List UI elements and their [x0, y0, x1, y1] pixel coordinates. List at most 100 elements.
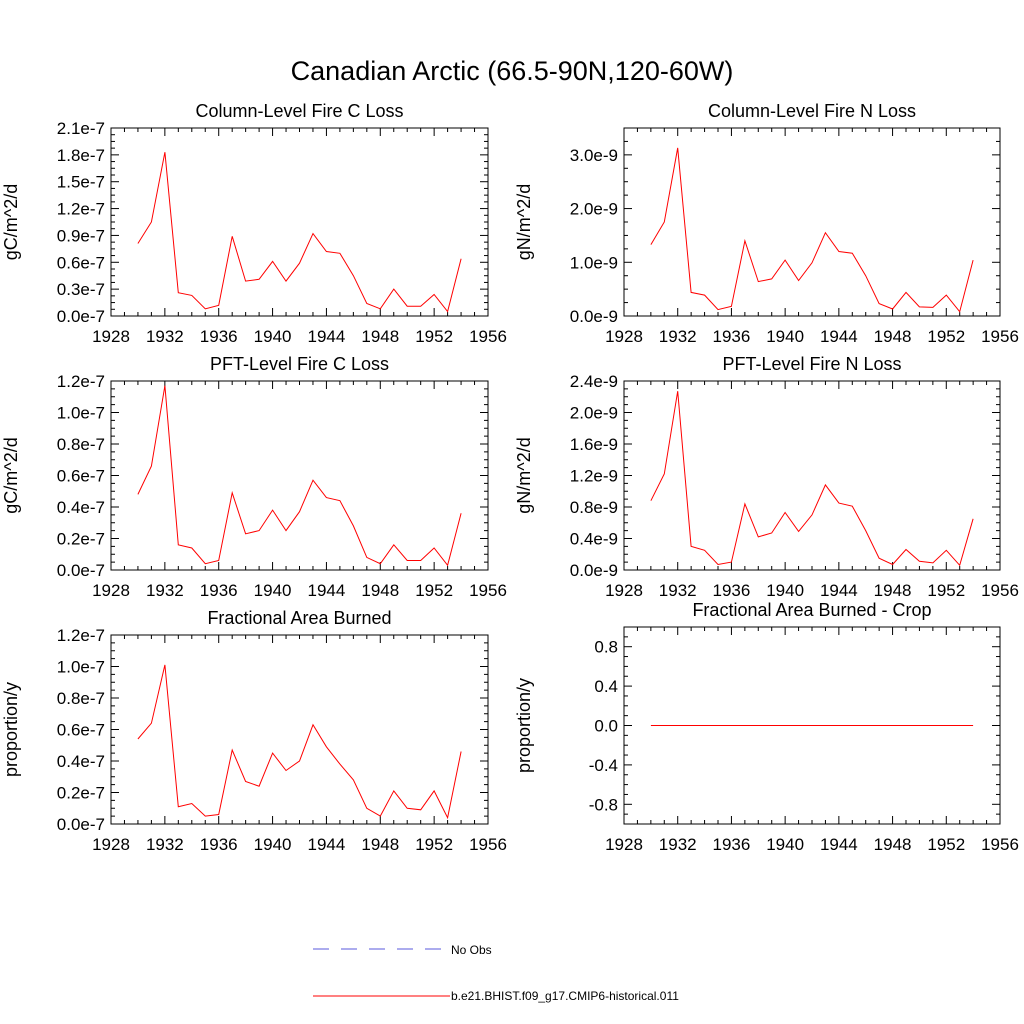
chart-panel-pft-level-fire-n-loss: PFT-Level Fire N Loss gN/m^2/d 1928 1932 193…	[514, 354, 1019, 600]
x-tick-label: 1940	[766, 581, 804, 600]
y-tick-label: 0.6e-7	[57, 721, 105, 740]
x-tick-label: 1948	[361, 581, 399, 600]
x-tick-label: 1948	[874, 581, 912, 600]
x-tick-label: 1944	[820, 581, 858, 600]
chart-panel-column-level-fire-c-loss: Column-Level Fire C Loss gC/m^2/d 1928 1932…	[1, 101, 507, 346]
y-tick-label: 2.1e-7	[57, 119, 105, 138]
x-tick-label: 1936	[713, 835, 751, 854]
x-tick-label: 1932	[659, 835, 697, 854]
y-tick-label: -0.4	[589, 756, 618, 775]
chart-panel-fractional-area-burned-crop: Fractional Area Burned - Crop proportion/…	[514, 600, 1019, 854]
panel-title: Column-Level Fire N Loss	[708, 101, 916, 121]
y-tick-label: 2.0e-9	[570, 200, 618, 219]
chart-panel-pft-level-fire-c-loss: PFT-Level Fire C Loss gC/m^2/d 1928 1932 193…	[1, 354, 507, 600]
legend-label-no-obs: No Obs	[451, 943, 492, 957]
series-line	[650, 391, 974, 567]
x-tick-label: 1956	[469, 327, 507, 346]
x-tick-label: 1952	[415, 327, 453, 346]
y-tick-label: 1.2e-7	[57, 200, 105, 219]
y-tick-label: 2.4e-9	[570, 372, 618, 391]
x-tick-label: 1948	[874, 835, 912, 854]
x-tick-label: 1928	[605, 327, 643, 346]
y-tick-label: 0.8e-7	[57, 689, 105, 708]
y-tick-label: 1.2e-7	[57, 626, 105, 645]
x-tick-label: 1944	[308, 835, 346, 854]
x-tick-label: 1932	[146, 327, 184, 346]
panel-title: PFT-Level Fire N Loss	[722, 354, 901, 374]
y-tick-label: 1.0e-9	[570, 253, 618, 272]
y-tick-label: 1.0e-7	[57, 658, 105, 677]
y-tick-label: 0.9e-7	[57, 226, 105, 245]
x-tick-label: 1936	[200, 581, 238, 600]
plot-frame	[623, 380, 1001, 571]
x-tick-label: 1936	[713, 327, 751, 346]
y-tick-label: 0.0e-7	[57, 815, 105, 834]
series-line	[137, 385, 462, 567]
y-tick-label: 1.5e-7	[57, 173, 105, 192]
x-tick-label: 1952	[927, 327, 965, 346]
x-tick-label: 1948	[361, 835, 399, 854]
x-tick-label: 1956	[469, 835, 507, 854]
y-tick-label: 3.0e-9	[570, 146, 618, 165]
plot-frame	[110, 634, 489, 825]
x-tick-label: 1928	[605, 835, 643, 854]
panel-title: PFT-Level Fire C Loss	[210, 354, 389, 374]
x-tick-label: 1952	[927, 835, 965, 854]
x-tick-label: 1944	[308, 581, 346, 600]
y-tick-label: 0.8e-9	[570, 498, 618, 517]
y-axis-label: gN/m^2/d	[514, 184, 534, 260]
x-tick-label: 1952	[415, 581, 453, 600]
x-tick-label: 1944	[820, 835, 858, 854]
y-tick-label: 0.0e-9	[570, 307, 618, 326]
y-tick-label: 1.0e-7	[57, 404, 105, 423]
y-axis-label: gN/m^2/d	[514, 437, 534, 513]
x-tick-label: 1932	[659, 581, 697, 600]
y-tick-label: -0.8	[589, 795, 618, 814]
y-tick-label: 0.6e-7	[57, 467, 105, 486]
x-tick-label: 1940	[254, 835, 292, 854]
y-tick-label: 0.2e-7	[57, 784, 105, 803]
x-tick-label: 1948	[874, 327, 912, 346]
y-tick-label: 1.2e-9	[570, 467, 618, 486]
x-tick-label: 1952	[415, 835, 453, 854]
y-axis-label: proportion/y	[514, 678, 534, 773]
y-axis-label: gC/m^2/d	[1, 437, 21, 513]
series-line	[650, 147, 974, 313]
x-tick-label: 1956	[469, 581, 507, 600]
x-tick-label: 1944	[308, 327, 346, 346]
y-tick-label: 0.0e-7	[57, 561, 105, 580]
y-tick-label: 0.8e-7	[57, 435, 105, 454]
x-tick-label: 1936	[200, 835, 238, 854]
y-tick-label: 1.6e-9	[570, 435, 618, 454]
y-tick-label: 0.4e-9	[570, 530, 618, 549]
panels: Column-Level Fire C Loss gC/m^2/d 1928 1932…	[1, 101, 1019, 854]
series-line	[137, 664, 462, 820]
legend-label-model: b.e21.BHIST.f09_g17.CMIP6-historical.011	[451, 989, 679, 1003]
y-tick-label: 2.0e-9	[570, 404, 618, 423]
y-tick-label: 0.0	[594, 717, 618, 736]
x-tick-label: 1956	[981, 327, 1019, 346]
x-tick-label: 1940	[254, 581, 292, 600]
x-tick-label: 1932	[659, 327, 697, 346]
x-tick-label: 1948	[361, 327, 399, 346]
x-tick-label: 1936	[713, 581, 751, 600]
y-tick-label: 0.2e-7	[57, 530, 105, 549]
x-tick-label: 1944	[820, 327, 858, 346]
y-tick-label: 0.0e-7	[57, 307, 105, 326]
y-tick-label: 0.4e-7	[57, 752, 105, 771]
x-tick-label: 1928	[605, 581, 643, 600]
x-tick-label: 1952	[927, 581, 965, 600]
figure-title: Canadian Arctic (66.5-90N,120-60W)	[291, 56, 734, 86]
x-tick-label: 1936	[200, 327, 238, 346]
y-tick-label: 0.8	[594, 638, 618, 657]
y-tick-label: 1.8e-7	[57, 146, 105, 165]
x-tick-label: 1932	[146, 835, 184, 854]
y-axis-label: gC/m^2/d	[1, 184, 21, 260]
panel-title: Fractional Area Burned	[207, 608, 391, 628]
chart-panel-fractional-area-burned: Fractional Area Burned proportion/y 1928 19…	[1, 608, 507, 854]
x-tick-label: 1940	[254, 327, 292, 346]
x-tick-label: 1956	[981, 835, 1019, 854]
y-tick-label: 0.4e-7	[57, 498, 105, 517]
y-axis-label: proportion/y	[1, 682, 21, 777]
